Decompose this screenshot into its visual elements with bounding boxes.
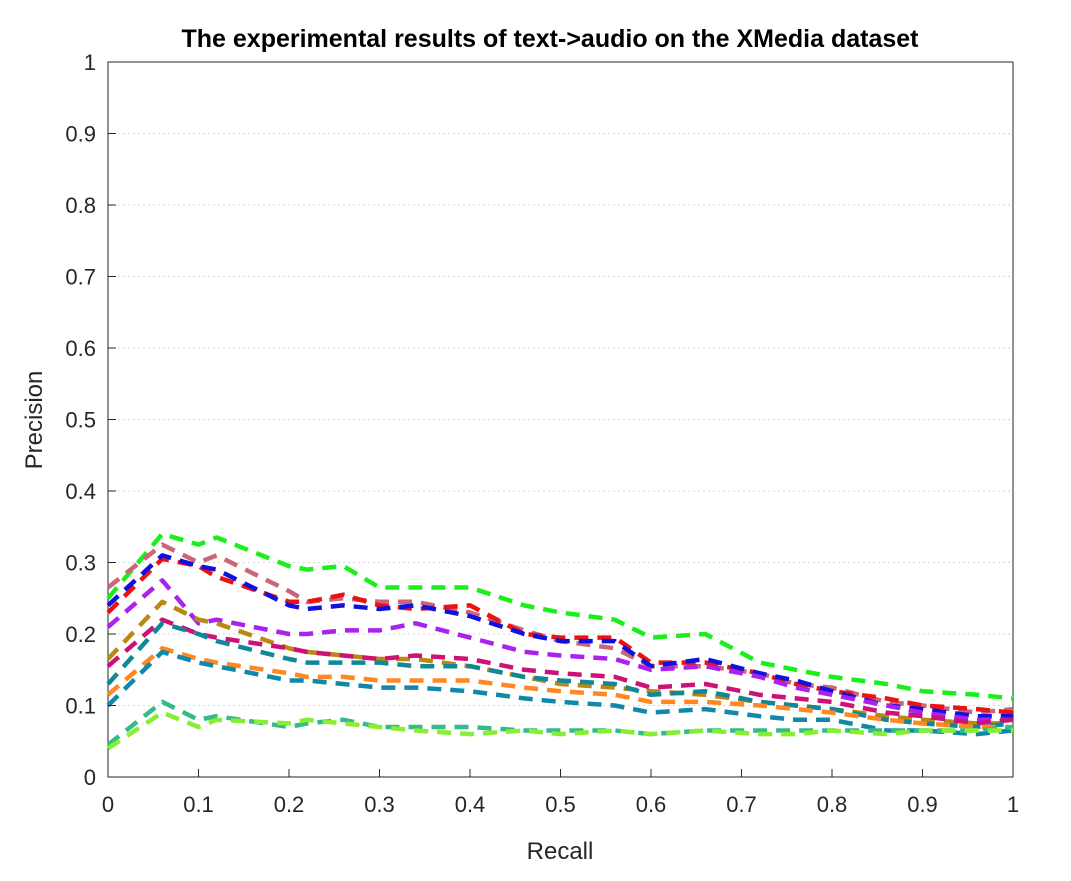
x-tick-labels: 0 0.1 0.2 0.3 0.4 0.5 0.6 0.7 0.8 0.9 1 xyxy=(102,769,1019,817)
x-tick-label: 0.8 xyxy=(817,792,848,817)
y-tick-label: 0.5 xyxy=(65,408,96,433)
x-tick-label: 0.6 xyxy=(636,792,667,817)
series-line-10 xyxy=(106,649,1014,737)
y-tick-label: 0.4 xyxy=(65,479,96,504)
y-tick-label: 0.9 xyxy=(65,122,96,147)
x-tick-label: 1 xyxy=(1007,792,1019,817)
y-tick-label: 0.3 xyxy=(65,551,96,576)
x-tick-label: 0.4 xyxy=(455,792,486,817)
y-tick-label: 0.1 xyxy=(65,694,96,719)
series-line-11 xyxy=(106,699,1014,747)
y-tick-label: 0.7 xyxy=(65,265,96,290)
series-line-12 xyxy=(106,710,1013,751)
x-tick-label: 0.3 xyxy=(364,792,395,817)
series-line-7 xyxy=(106,617,1014,726)
x-tick-label: 0.1 xyxy=(183,792,214,817)
series-lines xyxy=(106,531,1014,751)
y-axis-label: Precision xyxy=(21,371,48,470)
x-tick-label: 0 xyxy=(102,792,114,817)
y-tick-label: 0.8 xyxy=(65,193,96,218)
y-tick-label: 1 xyxy=(84,50,96,75)
series-line-8 xyxy=(106,621,1014,730)
chart-title: The experimental results of text->audio … xyxy=(182,25,920,53)
x-tick-label: 0.5 xyxy=(545,792,576,817)
y-tick-label: 0.6 xyxy=(65,336,96,361)
y-tick-label: 0 xyxy=(84,765,96,790)
x-axis-label: Recall xyxy=(527,838,594,865)
x-tick-label: 0.9 xyxy=(907,792,938,817)
series-line-9 xyxy=(106,646,1013,730)
series-line-1 xyxy=(106,531,1014,701)
y-tick-label: 0.2 xyxy=(65,622,96,647)
x-tick-label: 0.2 xyxy=(274,792,305,817)
series-line-4 xyxy=(106,553,1013,719)
x-tick-label: 0.7 xyxy=(726,792,757,817)
y-tick-labels: 0 0.1 0.2 0.3 0.4 0.5 0.6 0.7 0.8 0.9 1 xyxy=(65,50,116,790)
